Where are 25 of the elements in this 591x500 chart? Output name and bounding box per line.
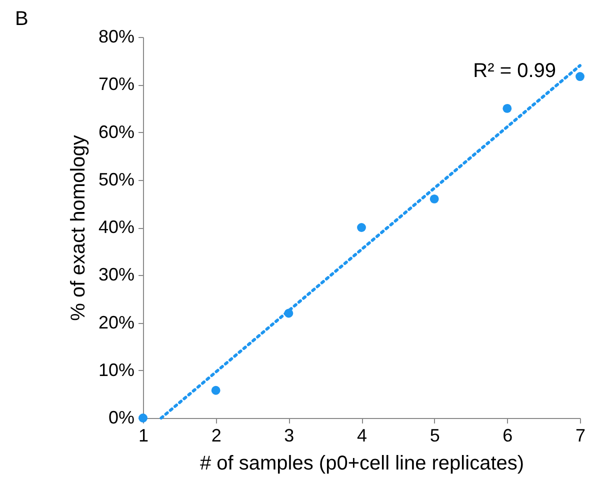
text: B (15, 8, 28, 30)
point (211, 386, 220, 395)
y-tick-label: 30% (98, 264, 134, 285)
x-tick-label: 2 (211, 426, 222, 446)
x-tick-label: 5 (430, 426, 440, 446)
point (357, 223, 366, 232)
y-tick-label: 40% (98, 217, 134, 237)
y-tick-label: 50% (98, 169, 134, 190)
x-tick-label: 4 (356, 426, 368, 446)
point (576, 72, 584, 81)
x-axis-title: # of samples (p0+cell line replicates) (200, 452, 524, 474)
x-tick-label: 7 (575, 426, 586, 446)
y-tick-label: 80% (98, 26, 134, 46)
y-tick-label: 10% (98, 360, 134, 380)
x-tick-label: 6 (502, 426, 513, 446)
point (502, 104, 512, 113)
x-tick-label: 3 (284, 426, 294, 446)
y-axis-title: % of exact homology (67, 135, 90, 321)
point (430, 194, 439, 204)
annotation: R² = 0.99 (473, 60, 556, 82)
y-tick-label: 0% (108, 408, 134, 428)
y-tick-label: 70% (98, 74, 134, 94)
x-tick-label: 1 (138, 426, 149, 446)
y-tick-label: 20% (98, 312, 134, 332)
y-tick-label: 60% (98, 122, 134, 142)
